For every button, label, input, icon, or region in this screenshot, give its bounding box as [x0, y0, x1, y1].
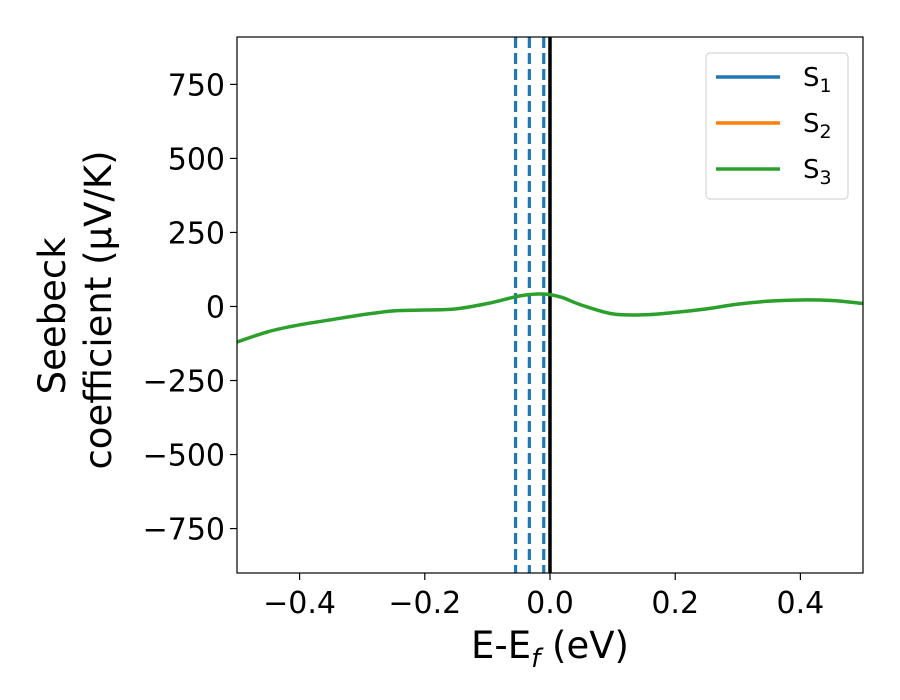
legend-label-3: S3: [803, 155, 832, 189]
y-tick-label: −500: [143, 439, 225, 474]
y-tick-label: 500: [168, 142, 225, 177]
x-axis-label-tail: (eV): [540, 624, 629, 667]
y-tick-label: 750: [168, 68, 225, 103]
x-tick-label: −0.4: [263, 586, 336, 621]
legend-label-sub: 2: [820, 121, 832, 143]
legend-label-main: S: [803, 109, 820, 139]
y-tick-label: 0: [206, 290, 225, 325]
y-axis-label: Seebeck coefficient (μV/K): [31, 150, 120, 469]
x-tick-label: −0.2: [388, 586, 461, 621]
legend-label-1: S1: [803, 63, 832, 97]
legend-label-2: S2: [803, 109, 832, 143]
y-tick-label: 250: [168, 216, 225, 251]
y-axis-label-line2: coefficient (μV/K): [77, 150, 120, 469]
y-axis-label-line1: Seebeck: [31, 237, 74, 395]
y-tick-label: −250: [143, 365, 225, 400]
x-tick-label: 0.0: [526, 586, 574, 621]
legend-label-sub: 3: [820, 167, 832, 189]
legend-label-sub: 1: [820, 75, 832, 97]
x-axis-label: E-Ef (eV): [471, 624, 629, 674]
x-tick-label: 0.2: [651, 586, 699, 621]
legend-label-main: S: [803, 63, 820, 93]
y-tick-label: −750: [143, 513, 225, 548]
y-axis: 750 500 250 0 −250 −500 −750: [143, 68, 237, 548]
series-line-3: [237, 292, 863, 344]
legend-label-main: S: [803, 155, 820, 185]
legend-frame: [705, 52, 849, 200]
x-axis: −0.4 −0.2 0.0 0.2 0.4: [263, 573, 824, 621]
x-axis-label-main: E-E: [471, 624, 531, 667]
x-tick-label: 0.4: [777, 586, 825, 621]
